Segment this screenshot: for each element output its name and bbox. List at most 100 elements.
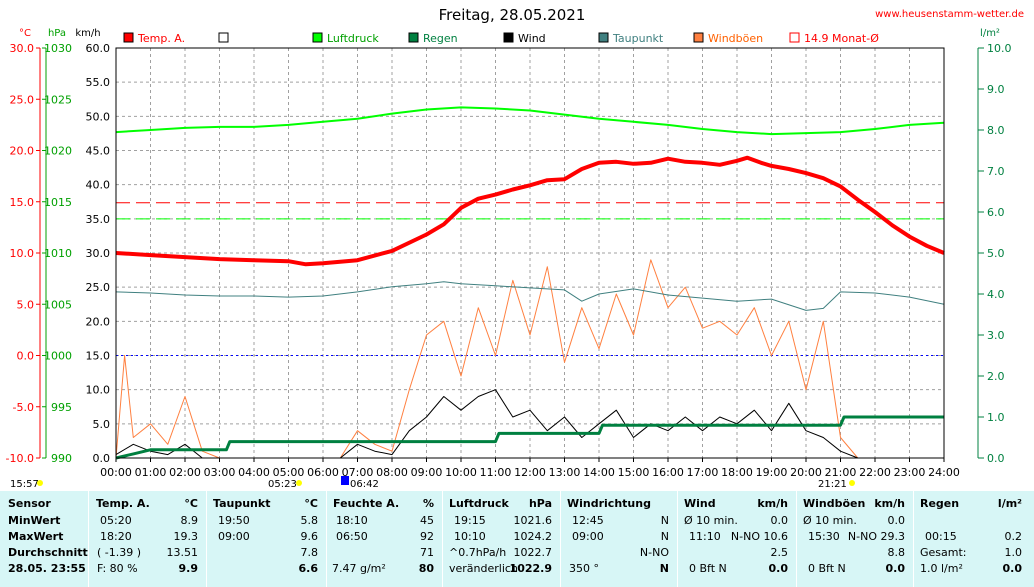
legend-swatch [218, 32, 229, 43]
temp-max-time: 18:20 [100, 530, 132, 543]
hum-max-time: 06:50 [336, 530, 368, 543]
wind-tick-label: 60.0 [86, 42, 111, 55]
press-min-time: 19:15 [454, 514, 486, 527]
pressure-tick-label: 995 [51, 401, 72, 414]
pressure-column: Luftdruck hPa 19:15 1021.6 10:10 1024.2 … [443, 491, 560, 587]
pressure-unit-label: hPa [48, 28, 66, 39]
wind-direction-column: Windrichtung 12:45 N 09:00 N N-NO 350 ° … [561, 491, 677, 587]
press-tendency: veränderlich [449, 562, 518, 575]
wind-column: Wind km/h Ø 10 min. 0.0 11:10 N-NO 10.6 … [678, 491, 796, 587]
rain-max-time: 00:15 [925, 530, 957, 543]
gust-header: Windböen [803, 497, 866, 510]
time-tick-label: 23:00 [894, 466, 926, 479]
wind-avg-value: 2.5 [770, 546, 789, 559]
temp-trend: ( -1.39 ) [97, 546, 142, 559]
time-tick-label: 10:00 [445, 466, 477, 479]
hum-max-value: 92 [420, 530, 434, 543]
rain-unit-label: l/m² [980, 28, 1000, 39]
pressure-tick-label: 1010 [44, 247, 72, 260]
wind-tick-label: 40.0 [86, 179, 111, 192]
rain-tick-label: 2.0 [987, 370, 1005, 383]
rain-tick-label: 7.0 [987, 165, 1005, 178]
sunset-marker: 21:21 [818, 479, 847, 490]
time-tick-label: 16:00 [652, 466, 684, 479]
dew-unit: °C [304, 497, 318, 510]
gust-beaufort: 0 Bft N [808, 562, 846, 575]
rain-tick-label: 3.0 [987, 329, 1005, 342]
wind-tick-label: 25.0 [86, 281, 111, 294]
hum-header: Feuchte A. [333, 497, 400, 510]
legend-label: Temp. A. [137, 32, 185, 45]
gust-max-time: 15:30 [808, 530, 840, 543]
dew-max-time: 09:00 [218, 530, 250, 543]
rain-tick-label: 10.0 [987, 42, 1012, 55]
stats-panel: Sensor MinWert MaxWert Durchschnitt 28.0… [0, 491, 1034, 587]
dew-min-time: 19:50 [218, 514, 250, 527]
series-line-windb-en [115, 259, 944, 459]
pressure-tick-label: 1000 [44, 350, 72, 363]
separator [560, 491, 561, 587]
dew-min-value: 5.8 [300, 514, 319, 527]
dew-max-value: 9.6 [300, 530, 319, 543]
legend-swatch [123, 32, 134, 43]
time-tick-label: 12:00 [514, 466, 546, 479]
time-tick-label: 18:00 [721, 466, 753, 479]
grid [116, 48, 944, 458]
series-lines [115, 106, 945, 460]
dew-avg-value: 7.8 [300, 546, 319, 559]
sunrise-marker: 05:23 [268, 479, 297, 490]
rain-tick-label: 6.0 [987, 206, 1005, 219]
moon-icon [341, 476, 349, 485]
sunset-icon [849, 480, 855, 486]
sensor-header: Sensor [8, 497, 51, 510]
legend-label: Wind [518, 32, 546, 45]
press-trend: ^0.7hPa/h [449, 546, 507, 559]
legend-swatch [408, 32, 419, 43]
wind-tick-label: 15.0 [86, 350, 111, 363]
sensor-column: Sensor MinWert MaxWert Durchschnitt 28.0… [0, 491, 88, 587]
separator [913, 491, 914, 587]
wind-avg10-value: 0.0 [770, 514, 789, 527]
wdir-current-value: N [659, 562, 669, 575]
press-avg-value: 1022.7 [513, 546, 553, 559]
temp-tick-label: 25.0 [10, 93, 35, 106]
wind-tick-label: 55.0 [86, 76, 111, 89]
wind-beaufort: 0 Bft N [689, 562, 727, 575]
wind-tick-label: 45.0 [86, 145, 111, 158]
gust-avg10-label: Ø 10 min. [803, 514, 857, 527]
wind-max-time: 11:10 [689, 530, 721, 543]
hum-avg-value: 71 [420, 546, 434, 559]
series-line-luftdruck [115, 106, 945, 136]
hum-min-value: 45 [420, 514, 434, 527]
rain-header: Regen [920, 497, 960, 510]
wind-header: Wind [684, 497, 716, 510]
time-tick-label: 19:00 [756, 466, 788, 479]
wind-max-value: N-NO 10.6 [730, 530, 788, 543]
pressure-tick-label: 1005 [44, 298, 72, 311]
website-label: www.heusenstamm-wetter.de [875, 9, 1024, 20]
separator [677, 491, 678, 587]
time-tick-label: 06:00 [307, 466, 339, 479]
wind-avg10-label: Ø 10 min. [684, 514, 738, 527]
dew-current-value: 6.6 [298, 562, 319, 575]
pressure-tick-label: 1025 [44, 93, 72, 106]
time-tick-label: 03:00 [204, 466, 236, 479]
left-time-marker: 15:57 [10, 479, 39, 490]
wind-unit: km/h [757, 497, 788, 510]
rain-max-value: 0.2 [1004, 530, 1023, 543]
hum-absolute: 7.47 g/m² [332, 562, 386, 575]
hum-current-value: 80 [418, 562, 434, 575]
time-tick-label: 20:00 [790, 466, 822, 479]
time-tick-label: 01:00 [135, 466, 167, 479]
time-markers: 15:57 05:23 06:42 21:21 [10, 476, 855, 490]
temp-min-time: 05:20 [100, 514, 132, 527]
hum-min-time: 18:10 [336, 514, 368, 527]
temp-tick-label: 0.0 [17, 350, 35, 363]
pressure-tick-label: 990 [51, 452, 72, 465]
temp-min-value: 8.9 [180, 514, 199, 527]
temp-tick-label: 5.0 [17, 298, 35, 311]
gust-unit: km/h [874, 497, 905, 510]
rain-tick-label: 1.0 [987, 411, 1005, 424]
wind-tick-label: 50.0 [86, 110, 111, 123]
gust-column: Windböen km/h Ø 10 min. 0.0 15:30 N-NO 2… [797, 491, 913, 587]
